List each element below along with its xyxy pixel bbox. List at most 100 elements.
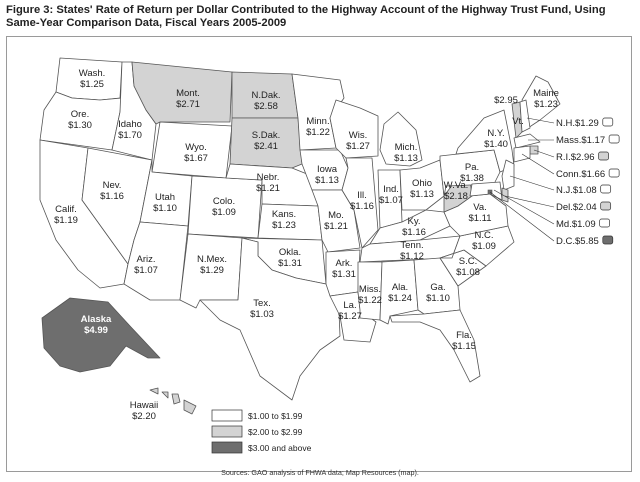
source-note: Sources: GAO analysis of FHWA data; Map … [221,468,419,477]
callout-swatch-d-c [602,235,614,245]
state-value-ky: $1.16 [402,227,426,238]
state-shape-hawaii-1 [161,391,169,399]
state-value-n-dak: $2.58 [254,101,278,112]
state-shape-n-j [501,159,515,191]
state-name-miss: Miss. [359,284,381,295]
state-value-n-c: $1.09 [472,241,496,252]
state-name-tex: Tex. [253,298,270,309]
state-name-la: La. [343,300,356,311]
legend-label-high: $3.00 and above [248,443,312,453]
state-value-utah: $1.10 [153,203,177,214]
state-value-w-va: $2.18 [444,191,468,202]
state-value-mich: $1.13 [394,153,418,164]
state-value-s-dak: $2.41 [254,141,278,152]
state-value-wash: $1.25 [80,79,104,90]
state-shape-mich [379,111,423,167]
callout-swatch-md [599,218,610,228]
state-value-kans: $1.23 [272,220,296,231]
state-shape-n-h [519,99,531,133]
state-value-wis: $1.27 [346,141,370,152]
callout-swatch-n-j [600,184,612,194]
state-shape-hawaii [149,387,159,395]
state-value-la: $1.27 [338,311,362,322]
state-value-ind: $1.07 [379,195,403,206]
state-shape-md [469,181,503,201]
state-name-ala: Ala. [392,282,408,293]
state-name-ill: Ill. [357,190,367,201]
state-value-tenn: $1.12 [400,251,424,262]
callout-swatch-del [600,201,612,211]
state-value-maine: $1.23 [534,99,558,110]
state-value-va: $1.11 [468,213,491,224]
state-name-ind: Ind. [383,184,399,195]
state-value-ariz: $1.07 [134,265,158,276]
state-value-n-y: $1.40 [484,139,508,150]
state-value-iowa: $1.13 [315,175,339,186]
figure-title: Figure 3: States' Rate of Return per Dol… [6,4,606,29]
callout-swatch-r-i [598,151,609,161]
state-value-ala: $1.24 [388,293,412,304]
state-shape-maine [521,75,561,129]
state-value-wyo: $1.67 [184,153,208,164]
state-shape-tex [199,237,341,401]
callout-label-mass: Mass.$1.17 [556,135,605,146]
state-name-kans: Kans. [272,209,296,220]
state-value-minn: $1.22 [306,127,330,138]
callout-line-n-h [526,117,555,124]
state-value-ark: $1.31 [332,269,356,280]
callout-line-conn [521,153,555,175]
callout-label-conn: Conn.$1.66 [556,169,605,180]
callout-label-n-h: N.H.$1.29 [556,118,599,129]
state-value-okla: $1.31 [278,258,302,269]
state-name-wis: Wis. [349,130,367,141]
state-value-mo: $1.21 [324,221,348,232]
state-shape-hawaii-2 [171,393,181,405]
state-name-wyo: Wyo. [185,142,207,153]
state-shape-del [501,187,509,203]
callout-swatch-n-h [602,117,614,127]
state-name-w-va: W.Va. [444,180,469,191]
state-shape-hawaii-3 [183,399,197,415]
state-name-fla: Fla. [456,330,472,341]
state-name-wash: Wash. [79,68,106,79]
state-value-colo: $1.09 [212,207,236,218]
state-name-nebr: Nebr. [257,172,280,183]
state-name-ga: Ga. [430,282,445,293]
state-name-maine: Maine [533,88,559,99]
state-value-n-mex: $1.29 [200,265,224,276]
state-value-alaska: $4.99 [84,325,108,336]
callout-label-d-c: D.C.$5.85 [556,236,599,247]
state-name-pa: Pa. [465,162,479,173]
state-name-alaska: Alaska [81,314,112,325]
legend: $1.00 to $1.99 $2.00 to $2.99 $3.00 and ab… [211,409,312,454]
callout-line-md [493,189,555,225]
state-value-nebr: $1.21 [256,183,280,194]
state-name-va: Va. [473,202,487,213]
callout-line-r-i [533,149,555,158]
state-name-hawaii: Hawaii [130,400,159,411]
legend-swatch-low [211,409,243,422]
map-frame [6,36,632,472]
state-name-iowa: Iowa [317,164,338,175]
state-value-vt: $2.95 [494,95,518,106]
state-value-fla: $1.15 [452,341,476,352]
state-value-pa: $1.38 [460,173,484,184]
state-value-miss: $1.22 [358,295,382,306]
state-shapes [39,57,561,415]
state-value-ohio: $1.13 [410,189,434,200]
state-value-nev: $1.16 [100,191,124,202]
state-name-s-dak: S.Dak. [252,130,281,141]
callout-label-del: Del.$2.04 [556,202,597,213]
state-value-ga: $1.10 [426,293,450,304]
state-name-tenn: Tenn. [400,240,423,251]
state-labels: Wash.$1.25 Ore.$1.30 Calif.$1.19 Idaho$1.70… [54,68,559,422]
legend-label-mid: $2.00 to $2.99 [248,427,303,437]
state-callouts: N.H.$1.29 Mass.$1.17 R.I.$2.96 Conn.$1.66 N.… [489,117,620,247]
callout-line-n-j [509,175,555,191]
state-value-tex: $1.03 [250,309,274,320]
state-shape-wis [329,99,379,159]
state-name-ky: Ky. [407,216,420,227]
state-name-n-c: N.C. [475,230,494,241]
callout-label-n-j: N.J.$1.08 [556,185,597,196]
